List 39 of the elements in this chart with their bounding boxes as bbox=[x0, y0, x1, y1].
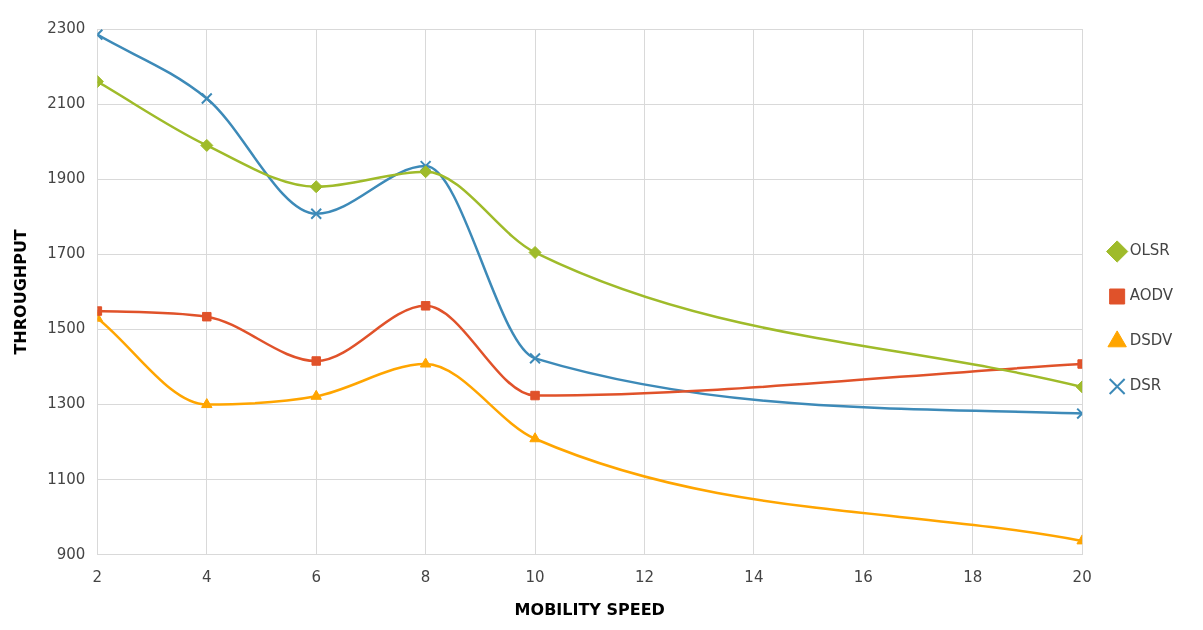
point bbox=[530, 390, 540, 401]
y-tick-label: 900 bbox=[56, 544, 86, 563]
x-tick-label: 6 bbox=[311, 567, 321, 586]
point bbox=[310, 389, 322, 400]
x-tick-label: 18 bbox=[963, 567, 983, 586]
y-tick-label: 1500 bbox=[47, 319, 86, 338]
legend-label: AODV bbox=[1129, 286, 1174, 305]
point bbox=[419, 357, 432, 368]
point bbox=[420, 301, 431, 311]
point bbox=[200, 138, 214, 152]
y-tick-label: 2100 bbox=[47, 94, 86, 112]
point bbox=[202, 311, 212, 322]
x-tick-label: 10 bbox=[525, 567, 545, 586]
point bbox=[528, 245, 542, 259]
point bbox=[309, 180, 323, 194]
point bbox=[419, 165, 433, 179]
point bbox=[529, 432, 541, 443]
x-tick-label: 12 bbox=[634, 567, 655, 586]
point bbox=[529, 352, 541, 365]
x-tick-label: 20 bbox=[1072, 567, 1092, 586]
x-tick-label: 8 bbox=[420, 567, 431, 586]
y-tick-label: 2300 bbox=[47, 18, 86, 37]
x-axis-title: MOBILITY SPEED bbox=[514, 599, 665, 619]
x-tick-label: 4 bbox=[202, 567, 212, 586]
point bbox=[311, 356, 321, 366]
legend-label: OLSR bbox=[1129, 241, 1170, 260]
y-tick-label: 1700 bbox=[47, 244, 86, 263]
y-tick-label: 1300 bbox=[47, 394, 86, 413]
point bbox=[200, 92, 213, 105]
point bbox=[201, 398, 213, 409]
point bbox=[310, 207, 323, 220]
x-tick-label: 14 bbox=[744, 567, 764, 586]
x-tick-label: 2 bbox=[92, 567, 103, 586]
y-tick-label: 1100 bbox=[47, 469, 86, 488]
y-axis-title: THROUGHPUT bbox=[10, 229, 30, 355]
legend-label: DSR bbox=[1129, 376, 1162, 395]
x-tick-label: 16 bbox=[853, 567, 873, 586]
legend-label: DSDV bbox=[1129, 331, 1174, 350]
y-tick-label: 1900 bbox=[47, 169, 86, 188]
